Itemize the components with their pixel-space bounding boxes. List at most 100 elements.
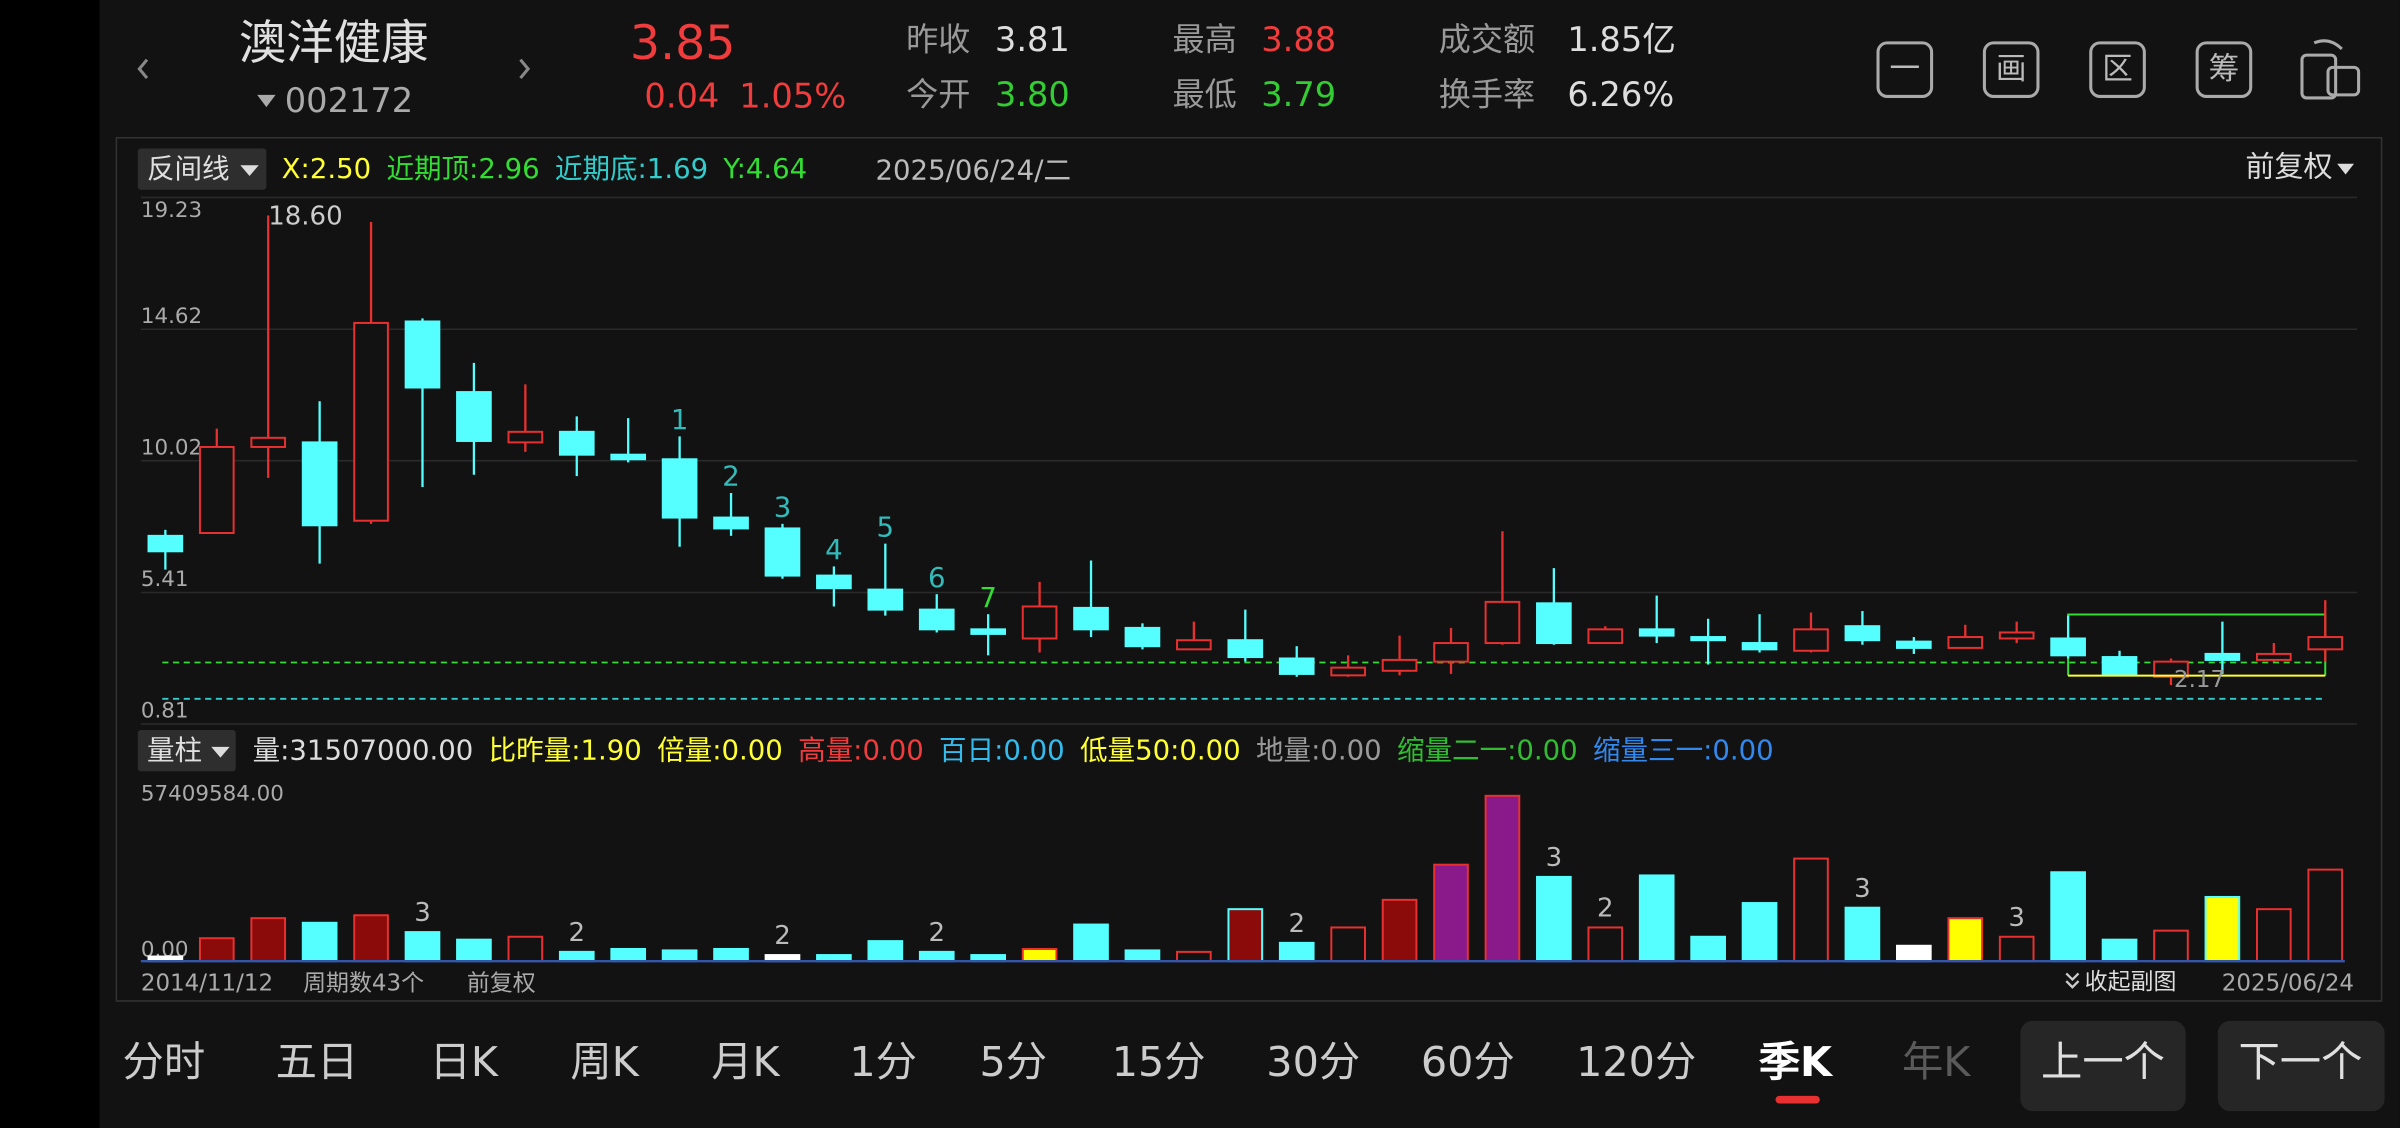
tool-button[interactable]	[1982, 41, 2040, 98]
candle-body	[2204, 652, 2241, 661]
period-tab[interactable]: 15分	[1112, 1038, 1206, 1086]
volume-bar	[404, 931, 441, 963]
field-name: 缩量三一:	[1593, 734, 1712, 766]
candle-body	[1536, 602, 1572, 645]
collapse-subchart[interactable]: 收起副图	[2085, 969, 2177, 995]
period-tab[interactable]: 120分	[1576, 1038, 1696, 1086]
next-button[interactable]	[2217, 1020, 2385, 1112]
volume-bar	[1124, 949, 1161, 963]
tool-label[interactable]: 筹	[2209, 52, 2240, 87]
volume-count-label: 3	[1854, 874, 1871, 904]
volume-count-label: 3	[2008, 903, 2025, 933]
period-tab[interactable]: 5分	[979, 1038, 1047, 1086]
candle-body	[404, 320, 441, 389]
volume-bar	[558, 950, 595, 963]
tools: 一画区筹	[1876, 41, 2253, 98]
volume-bar	[198, 937, 235, 963]
chart-date: 2025/06/24/二	[876, 154, 1072, 186]
candle-body	[250, 436, 287, 448]
tool-button[interactable]	[2089, 41, 2146, 98]
volume-dropdown[interactable]	[137, 730, 236, 772]
period-tab[interactable]: 1分	[849, 1038, 917, 1086]
volume-count-label: 3	[1546, 843, 1563, 873]
field-value: 0.00	[862, 734, 923, 766]
count-label: 3	[774, 492, 792, 524]
period-tab[interactable]: 周K	[570, 1038, 639, 1086]
field-name: 缩量二一:	[1397, 734, 1516, 766]
volume-bar	[1330, 926, 1366, 963]
tool-label[interactable]: 区	[2102, 52, 2133, 87]
tool-label[interactable]: 一	[1890, 52, 1921, 87]
prev-stock-arrow[interactable]	[137, 58, 149, 80]
candle-body	[661, 458, 698, 519]
tool-button[interactable]	[2195, 41, 2253, 98]
field-name: 百日:	[939, 734, 1003, 766]
dropdown-caret	[240, 165, 259, 177]
candle-body	[353, 321, 389, 522]
candle-body	[1021, 605, 1058, 640]
stock-code: 002172	[285, 81, 413, 120]
field-value: 0.00	[1179, 734, 1240, 766]
field-name: 倍量:	[657, 734, 721, 766]
candle-body	[507, 430, 544, 444]
volume-bar	[1536, 875, 1572, 963]
field-value: 0.00	[1003, 734, 1064, 766]
code-dropdown[interactable]	[257, 94, 276, 108]
candle-body	[456, 391, 492, 442]
y-tick-label: 5.41	[141, 567, 189, 592]
phone-icon[interactable]	[2300, 39, 2361, 100]
tool-button[interactable]	[1876, 41, 1934, 98]
stat-label: 成交额	[1439, 20, 1535, 58]
candle-body	[764, 527, 801, 577]
period-tab[interactable]: 年K	[1902, 1038, 1971, 1086]
prev-button[interactable]	[2020, 1020, 2186, 1112]
y-tick-label: 19.23	[141, 198, 202, 223]
candle-body	[816, 574, 852, 590]
next-stock-arrow[interactable]	[519, 58, 531, 80]
volume-bar	[2050, 871, 2086, 963]
period-tab[interactable]: 60分	[1421, 1038, 1515, 1086]
indicator-dropdown[interactable]	[137, 148, 267, 190]
active-tab-underline	[1775, 1095, 1820, 1104]
candle-body	[147, 534, 184, 553]
volume-bar	[1176, 950, 1212, 963]
stat-value: 6.26%	[1567, 75, 1674, 114]
volume-bar	[301, 921, 338, 963]
adjust-mode[interactable]: 前复权	[2245, 149, 2332, 183]
start-date: 2014/11/12	[141, 971, 273, 997]
period-tab[interactable]: 季K	[1759, 1038, 1834, 1086]
volume-bar	[2255, 908, 2292, 963]
stat-value: 3.80	[995, 75, 1070, 114]
candle-body	[2050, 637, 2086, 657]
period-tab[interactable]: 月K	[711, 1038, 780, 1086]
period-tab[interactable]: 30分	[1266, 1038, 1360, 1086]
field-value: 0.00	[1320, 734, 1381, 766]
tool-label[interactable]: 画	[1996, 52, 2027, 87]
candle-body	[1073, 606, 1109, 631]
volume-count-label: 3	[414, 898, 431, 928]
candle-body	[1124, 626, 1161, 648]
stat-value: 3.81	[995, 20, 1070, 59]
volume-bar	[661, 949, 698, 963]
candle-body	[1587, 628, 1624, 645]
stat-label: 最低	[1172, 75, 1236, 113]
candle-body	[1381, 658, 1418, 672]
volume-bar	[918, 950, 955, 963]
period-tab[interactable]: 分时	[123, 1038, 206, 1086]
field-value: 31507000.00	[289, 734, 473, 766]
volume-bar	[1587, 926, 1624, 963]
period-tab[interactable]: 五日	[276, 1038, 359, 1086]
next-button-label[interactable]: 下一个	[2238, 1038, 2362, 1086]
period-tab[interactable]: 日K	[430, 1038, 499, 1086]
volume-bar	[1896, 944, 1932, 963]
volume-bar	[1381, 898, 1418, 963]
volume-bar	[1278, 941, 1315, 963]
candle-body	[1176, 639, 1212, 651]
candle-body	[558, 430, 595, 456]
candle-body	[867, 588, 904, 611]
stat-label: 今开	[906, 75, 970, 113]
candle-body	[1227, 639, 1264, 659]
prev-button-label[interactable]: 上一个	[2041, 1038, 2165, 1086]
volume-count-label: 2	[1288, 909, 1305, 939]
field-name: 地量:	[1256, 734, 1320, 766]
